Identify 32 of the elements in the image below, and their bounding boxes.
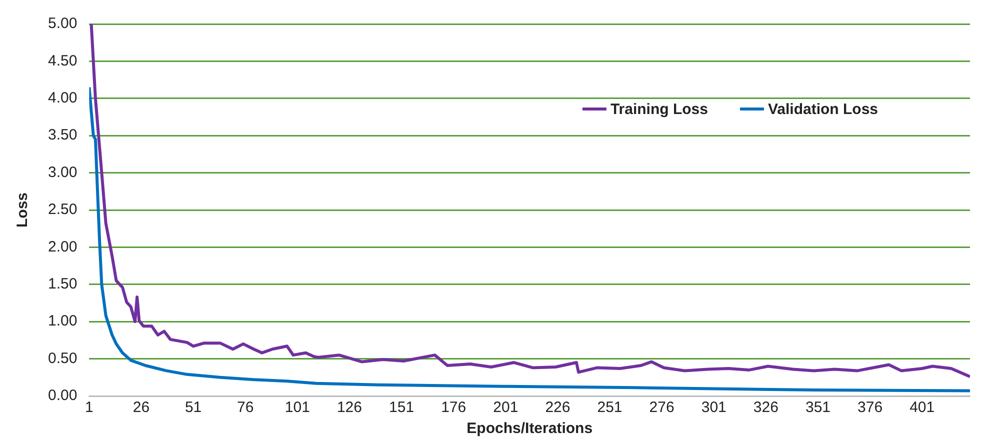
y-tick-label: 4.00 [48, 90, 78, 107]
x-tick-label: 301 [701, 399, 726, 416]
x-tick-label: 26 [132, 399, 150, 416]
legend-label: Validation Loss [768, 101, 878, 118]
y-tick-label: 3.00 [48, 164, 78, 181]
y-tick-label: 2.00 [48, 238, 78, 256]
x-tick-label: 351 [805, 399, 831, 416]
x-tick-label: 76 [237, 399, 254, 416]
y-tick-label: 0.50 [48, 350, 78, 367]
y-tick-label: 3.50 [48, 126, 78, 144]
x-axis-title: Epochs/Iterations [466, 420, 593, 438]
x-tick-label: 1 [85, 399, 94, 416]
x-tick-label: 151 [389, 399, 414, 416]
x-tick-label: 251 [597, 399, 622, 416]
y-tick-label: 0.00 [48, 387, 78, 404]
y-tick-label: 1.50 [48, 276, 78, 293]
legend-label: Training Loss [610, 101, 708, 118]
x-tick-label: 51 [184, 399, 202, 416]
x-tick-label: 201 [493, 399, 518, 416]
x-tick-label: 126 [336, 399, 362, 416]
y-tick-label: 5.00 [48, 15, 78, 32]
x-tick-label: 326 [753, 399, 778, 416]
y-axis-title: Loss [14, 192, 32, 228]
x-tick-label: 101 [284, 399, 310, 416]
x-tick-label: 276 [649, 399, 674, 416]
x-tick-label: 176 [441, 399, 466, 416]
x-tick-label: 226 [545, 399, 570, 416]
y-tick-label: 2.50 [48, 201, 78, 218]
x-tick-label: 401 [910, 399, 935, 416]
x-tick-label: 376 [858, 399, 883, 416]
y-tick-label: 1.00 [48, 312, 78, 330]
y-tick-label: 4.50 [48, 52, 78, 70]
